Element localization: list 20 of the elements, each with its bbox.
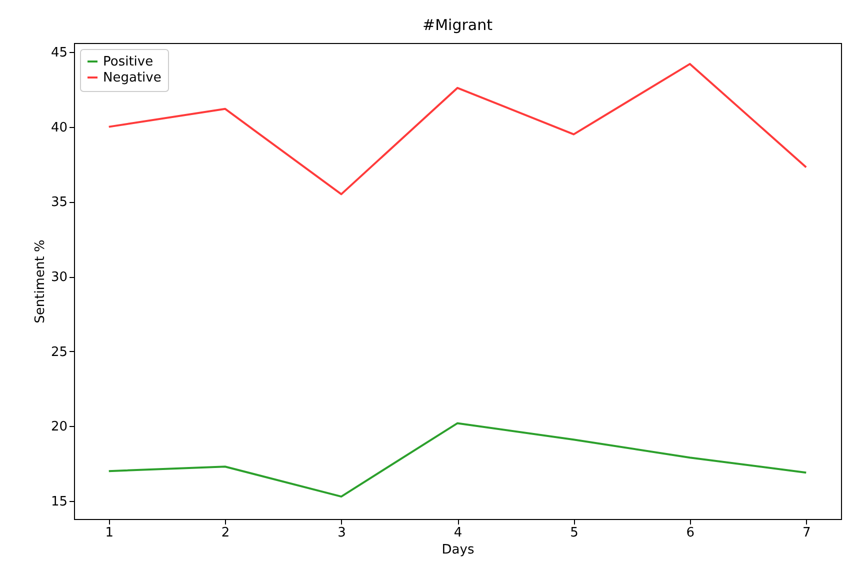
y-tick-label: 35 (50, 195, 68, 210)
chart-title: #Migrant (422, 16, 493, 34)
y-tick-label: 30 (50, 270, 68, 286)
legend-label: Positive (103, 54, 154, 70)
y-axis-title: Sentiment % (32, 240, 48, 324)
line-series (108, 422, 808, 498)
y-tick-label: 40 (50, 120, 68, 136)
y-tick-label: 20 (50, 420, 68, 435)
x-tick-label: 1 (105, 526, 114, 540)
y-tick-label: 45 (50, 45, 68, 60)
x-axis-title: Days (442, 542, 474, 558)
y-tick-label: 15 (50, 494, 68, 510)
x-tick-label: 2 (221, 526, 230, 540)
x-tick-label: 7 (802, 526, 811, 540)
x-tick-label: 6 (686, 526, 695, 540)
x-tick-label: 5 (570, 526, 578, 540)
y-tick-label: 25 (50, 344, 68, 360)
x-tick-label: 4 (454, 526, 462, 540)
legend-label: Negative (103, 70, 162, 86)
x-tick-label: 3 (338, 526, 346, 540)
